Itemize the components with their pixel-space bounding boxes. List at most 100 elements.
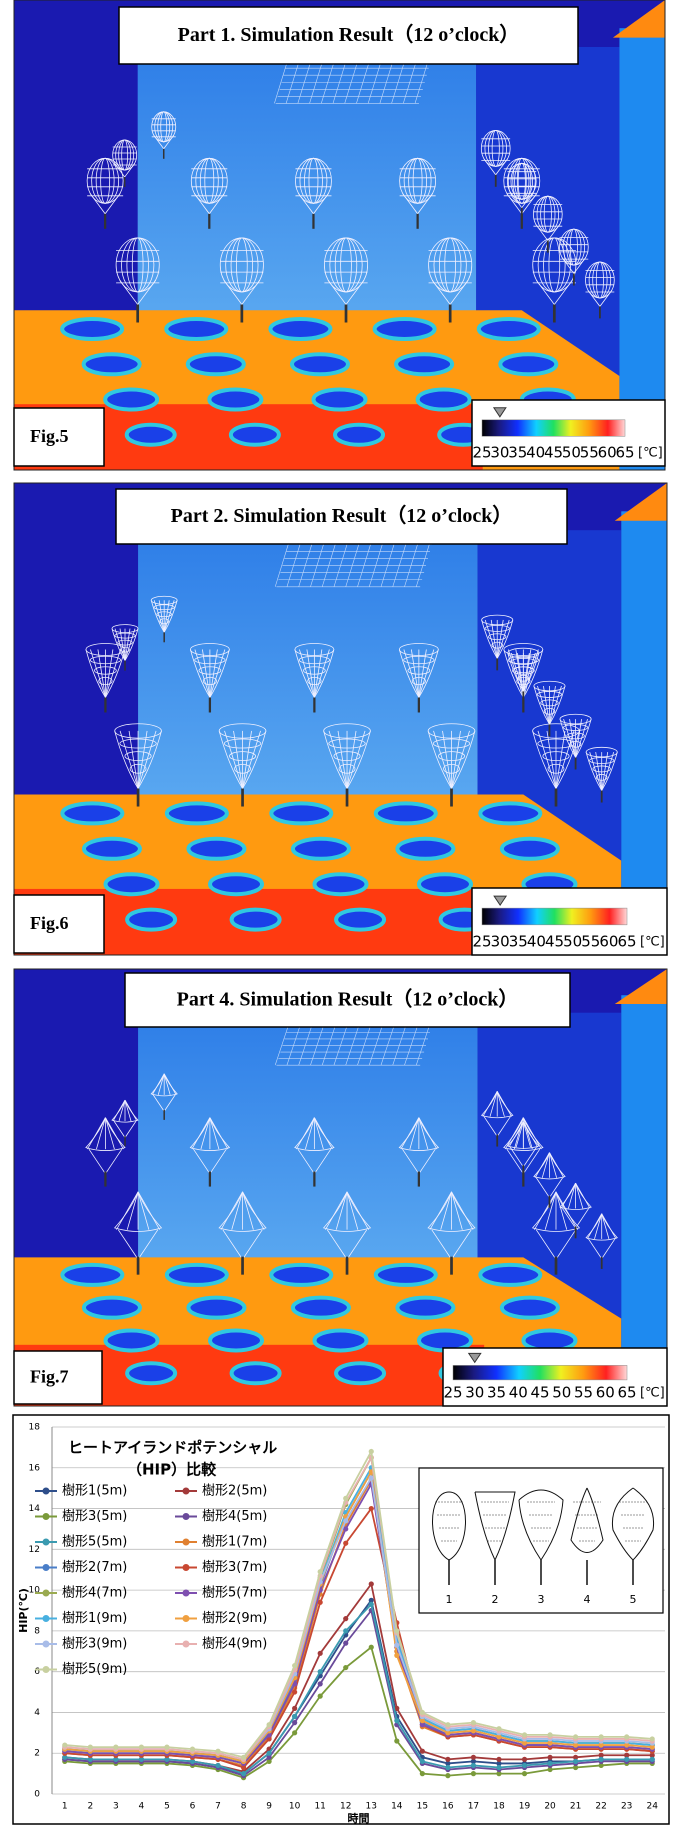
series-marker (215, 1749, 220, 1754)
series-marker (420, 1710, 425, 1715)
legend-label: 樹形2(9m) (202, 1611, 267, 1626)
inset-label: 4 (584, 1593, 591, 1606)
shade-spot (127, 425, 175, 445)
series-marker (343, 1665, 348, 1670)
chart-title: ヒートアイランドポテンシャル (68, 1439, 277, 1457)
colorbar-tick-label: 40 (509, 1384, 528, 1402)
shade-spot (231, 425, 279, 445)
legend-label: 樹形1(5m) (62, 1484, 127, 1499)
series-marker (471, 1771, 476, 1776)
colorbar-tick-label: 25 (472, 444, 491, 462)
shade-spot (397, 1298, 453, 1318)
shade-spot (167, 803, 227, 823)
series-marker (267, 1722, 272, 1727)
series-marker (420, 1759, 425, 1764)
colorbar-tick-label: 65 (615, 444, 634, 462)
shade-spot (232, 1363, 280, 1383)
series-marker (650, 1736, 655, 1741)
y-tick-label: 14 (29, 1504, 41, 1514)
shade-spot (62, 803, 122, 823)
series-marker (522, 1757, 527, 1762)
colorbar (453, 1365, 627, 1380)
shade-spot (188, 839, 244, 859)
legend-label: 樹形3(9m) (62, 1637, 127, 1652)
shade-spot (188, 354, 244, 374)
shade-spot (270, 319, 330, 339)
shade-spot (479, 319, 539, 339)
series-marker (445, 1765, 450, 1770)
x-tick-label: 12 (340, 1802, 351, 1812)
shade-spot (335, 425, 383, 445)
colorbar-tick-label: 35 (509, 933, 528, 951)
x-tick-label: 22 (595, 1802, 606, 1812)
simulation-panel (14, 969, 667, 1406)
colorbar-tick-label: 50 (562, 444, 581, 462)
series-marker (573, 1759, 578, 1764)
shade-spot (336, 1363, 384, 1383)
colorbar-tick-label: 50 (563, 933, 582, 951)
series-marker (394, 1653, 399, 1658)
series-marker (113, 1745, 118, 1750)
y-tick-label: 16 (29, 1463, 41, 1473)
series-marker (292, 1714, 297, 1719)
series-marker (292, 1720, 297, 1725)
shade-spot (293, 839, 349, 859)
legend-marker (43, 1564, 50, 1571)
legend-marker (183, 1641, 190, 1648)
series-marker (522, 1763, 527, 1768)
series-marker (88, 1745, 93, 1750)
panel-title: Part 2. Simulation Result（12 o’clock） (171, 504, 513, 527)
colorbar-tick-label: 60 (599, 933, 618, 951)
figure-label: Fig.6 (30, 913, 69, 933)
colorbar-tick-label: 25 (472, 933, 491, 951)
colorbar (482, 420, 625, 437)
shade-spot (84, 839, 140, 859)
legend-label: 樹形2(5m) (202, 1484, 267, 1499)
legend-marker (43, 1539, 50, 1546)
series-marker (343, 1628, 348, 1633)
pillar (621, 995, 667, 1406)
series-marker (369, 1602, 374, 1607)
series-marker (318, 1681, 323, 1686)
colorbar-tick-label: 35 (487, 1384, 506, 1402)
x-tick-label: 23 (621, 1802, 632, 1812)
inset-label: 3 (538, 1593, 545, 1606)
shade-spot (127, 1363, 175, 1383)
page: Part 1. Simulation Result（12 o’clock） Fig… (0, 0, 677, 1826)
x-tick-label: 6 (190, 1802, 196, 1812)
x-tick-label: 13 (366, 1802, 377, 1812)
series-marker (343, 1496, 348, 1501)
shade-spot (127, 910, 175, 930)
colorbar (482, 908, 627, 925)
legend-label: 樹形1(9m) (62, 1611, 127, 1626)
colorbar-tick-label: 60 (598, 444, 617, 462)
series-marker (650, 1757, 655, 1762)
inset-label: 2 (492, 1593, 499, 1606)
x-tick-label: 3 (113, 1802, 119, 1812)
series-marker (624, 1757, 629, 1762)
series-marker (318, 1600, 323, 1605)
legend-marker (43, 1590, 50, 1597)
colorbar-unit: [℃] (638, 446, 663, 461)
series-marker (139, 1745, 144, 1750)
series-marker (241, 1755, 246, 1760)
wall (138, 56, 477, 319)
legend-label: 樹形3(5m) (62, 1509, 127, 1524)
shade-spot (397, 839, 453, 859)
shade-spot (166, 319, 226, 339)
shade-spot (500, 354, 556, 374)
shade-spot (375, 319, 435, 339)
colorbar-tick-label: 55 (580, 444, 599, 462)
series-marker (190, 1747, 195, 1752)
shade-spot (62, 1265, 122, 1285)
x-tick-label: 14 (391, 1802, 403, 1812)
legend-label: 樹形5(9m) (62, 1662, 127, 1677)
panel-title: Part 1. Simulation Result（12 o’clock） (178, 23, 520, 46)
shade-spot (106, 874, 158, 894)
series-marker (343, 1641, 348, 1646)
shade-spot (232, 910, 280, 930)
shade-spot (106, 1330, 158, 1350)
series-marker (624, 1734, 629, 1739)
colorbar-tick-label: 55 (574, 1384, 593, 1402)
x-tick-label: 2 (87, 1802, 93, 1812)
